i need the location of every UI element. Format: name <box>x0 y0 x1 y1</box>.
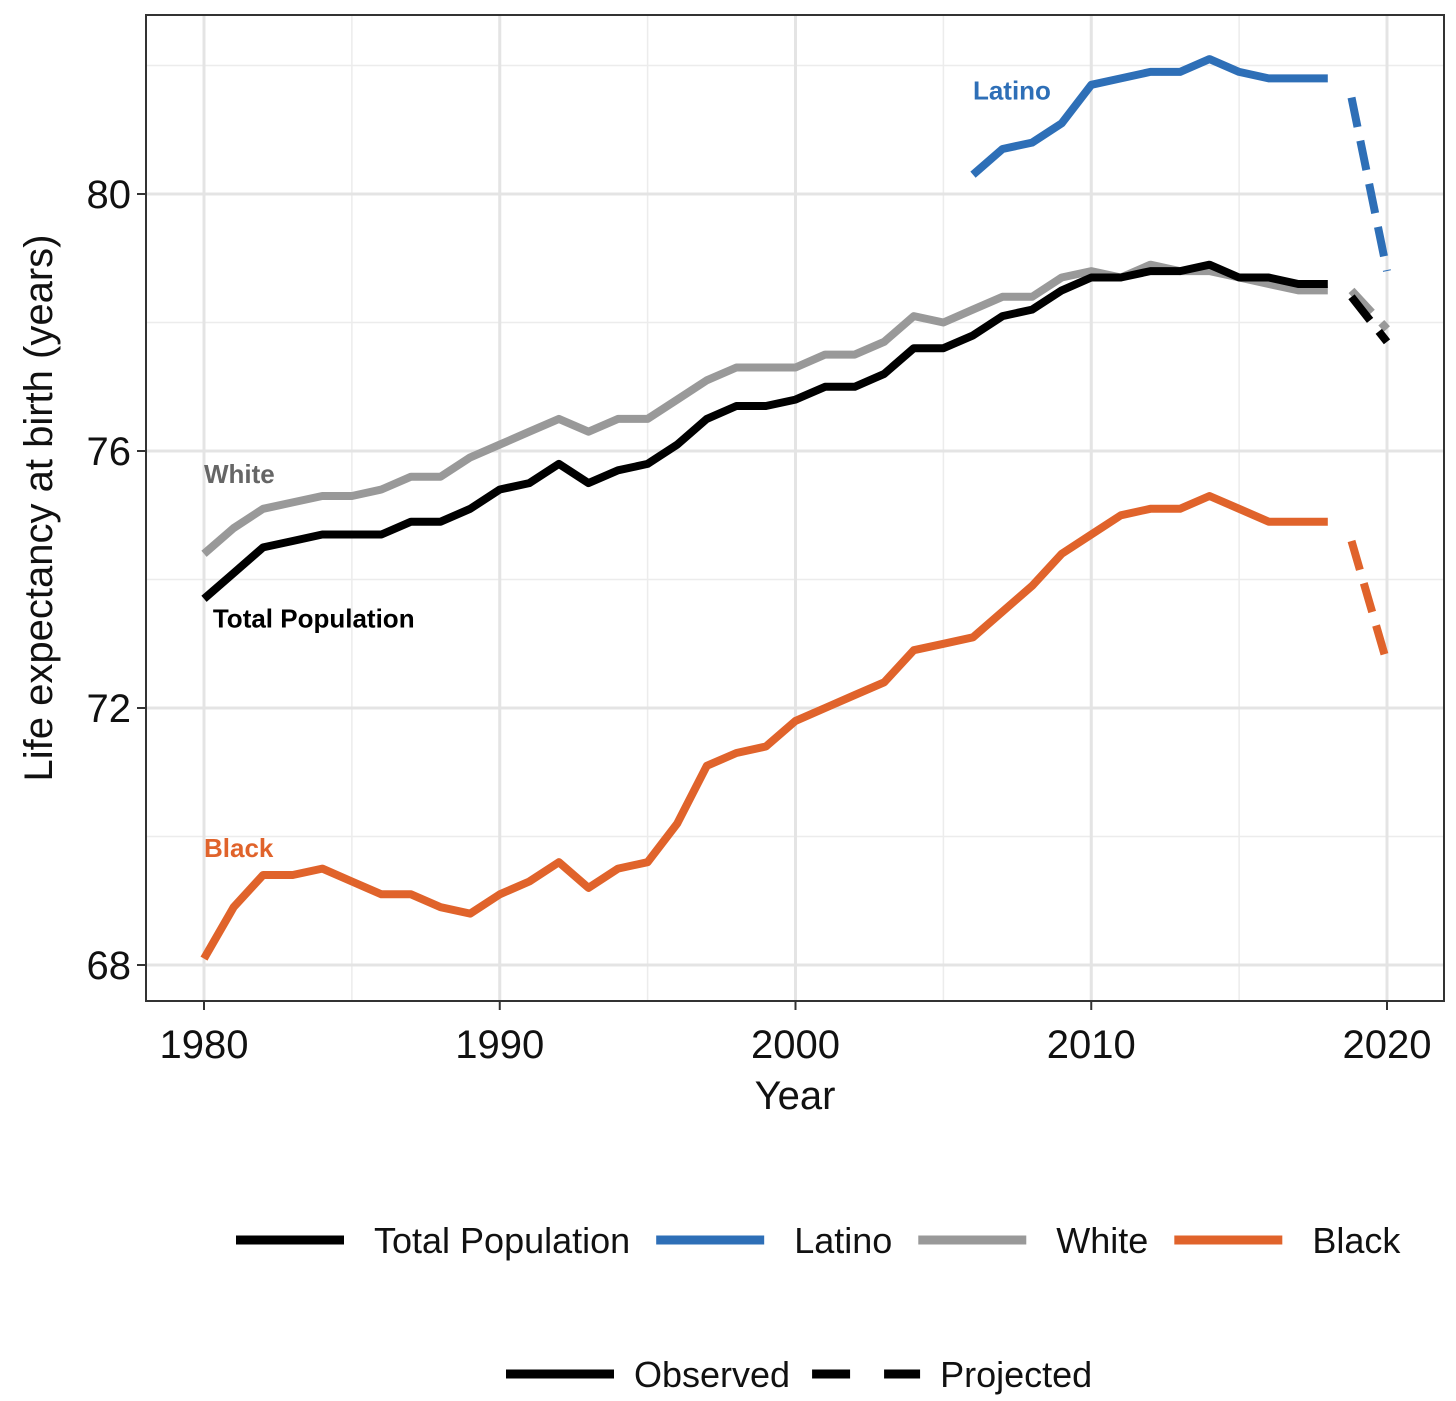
annotation-total-population: Total Population <box>213 604 415 634</box>
legend-label-white: White <box>1056 1220 1148 1261</box>
series-line-total-population-projected <box>1348 294 1391 345</box>
legend: Total Population Latino White Black Observed… <box>236 1220 1401 1395</box>
series-line-latino-projected <box>1347 96 1391 272</box>
legend-label-black: Black <box>1312 1220 1401 1261</box>
legend-label-observed: Observed <box>634 1354 790 1395</box>
legend-label-latino: Latino <box>794 1220 892 1261</box>
annotation-latino: Latino <box>973 76 1051 106</box>
y-axis-title: Life expectancy at birth (years) <box>17 235 61 782</box>
y-tick-label: 68 <box>87 944 132 988</box>
x-tick-label: 2010 <box>1047 1023 1136 1067</box>
legend-label-projected: Projected <box>940 1354 1092 1395</box>
series-lines <box>200 55 1391 961</box>
series-line-latino-observed <box>970 55 1328 178</box>
major-gridlines <box>146 15 1444 1001</box>
y-tick-label: 80 <box>87 173 132 217</box>
legend-label-total-population: Total Population <box>374 1220 630 1261</box>
x-tick-label: 2020 <box>1343 1023 1432 1067</box>
annotation-white: White <box>204 459 275 489</box>
x-tick-label: 1990 <box>455 1023 544 1067</box>
axis-ticks: 1980 1990 2000 2010 2020 68 72 76 80 <box>87 173 1432 1067</box>
line-annotations: Latino White Total Population Black <box>204 76 1051 864</box>
x-tick-label: 2000 <box>751 1023 840 1067</box>
series-line-black-projected <box>1347 539 1391 665</box>
series-line-total-population-observed <box>201 260 1328 602</box>
y-tick-label: 76 <box>87 430 132 474</box>
series-line-black-observed <box>200 492 1328 961</box>
annotation-black: Black <box>204 833 274 863</box>
series-line-white-projected <box>1348 287 1390 332</box>
series-line-white-observed <box>201 260 1328 557</box>
y-tick-label: 72 <box>87 687 132 731</box>
x-tick-label: 1980 <box>160 1023 249 1067</box>
x-axis-title: Year <box>755 1074 836 1118</box>
